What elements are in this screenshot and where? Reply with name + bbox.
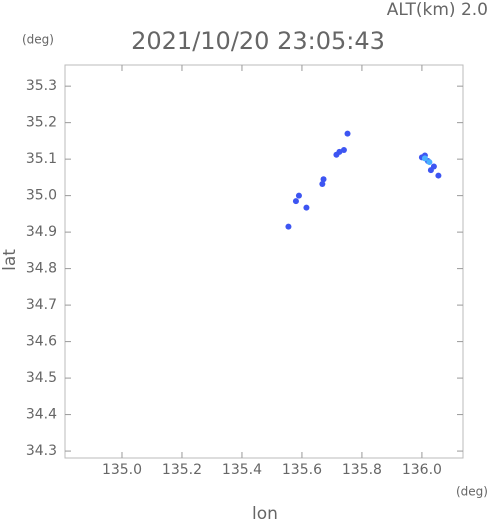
echo-point: [319, 180, 326, 187]
x-tick-label: 135.0: [102, 462, 142, 478]
chart-title: 2021/10/20 23:05:43: [131, 27, 385, 55]
y-tick-label: 34.7: [26, 297, 57, 313]
y-tick-label: 35.1: [26, 151, 57, 167]
x-unit: (deg): [456, 485, 488, 499]
y-tick-label: 34.8: [26, 261, 57, 277]
y-tick-label: 34.9: [26, 224, 57, 240]
y-tick-label: 34.6: [26, 334, 57, 350]
chart-subtitle: ALT(km) 2.0: [387, 0, 488, 20]
x-tick-label: 135.2: [162, 462, 202, 478]
y-tick-label: 35.3: [26, 78, 57, 94]
echo-point: [285, 223, 292, 230]
echo-point: [303, 204, 310, 211]
y-tick-label: 34.5: [26, 370, 57, 386]
y-tick-label: 34.4: [26, 407, 57, 423]
echo-point: [333, 151, 340, 158]
x-tick-label: 135.6: [282, 462, 322, 478]
y-axis-label: lat: [0, 249, 20, 271]
echo-point: [427, 167, 434, 174]
x-tick-label: 135.8: [342, 462, 382, 478]
plot-frame: [64, 64, 464, 459]
y-tick-label: 35.2: [26, 115, 57, 131]
x-axis-label: lon: [252, 504, 278, 521]
echo-point: [320, 176, 327, 183]
x-tick-label: 135.4: [222, 462, 262, 478]
echo-point: [295, 192, 302, 199]
echo-point: [340, 147, 347, 154]
echo-point: [435, 172, 442, 179]
x-tick-label: 136.0: [402, 462, 442, 478]
y-tick-label: 35.0: [26, 188, 57, 204]
echo-point: [344, 130, 351, 137]
y-unit: (deg): [22, 33, 54, 47]
echo-point: [421, 155, 428, 162]
echo-point: [292, 198, 299, 205]
y-tick-label: 34.3: [26, 443, 57, 459]
echo-point: [426, 159, 433, 166]
